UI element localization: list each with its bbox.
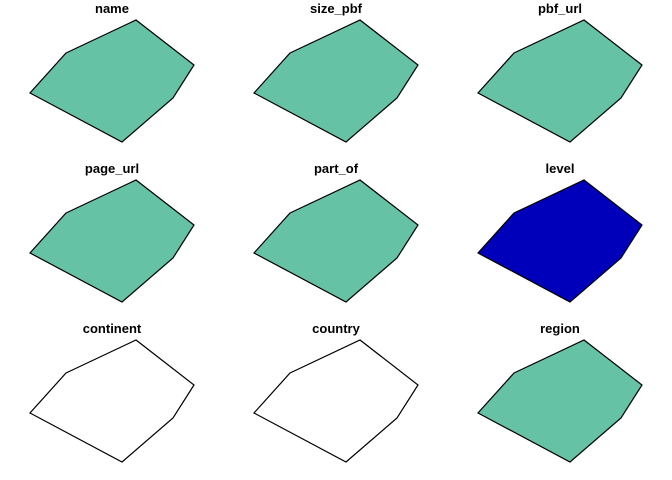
panel-title: level	[545, 161, 575, 176]
region-polygon	[477, 19, 643, 143]
map-panel-page-url: page_url	[0, 160, 224, 320]
map-panel-continent: continent	[0, 320, 224, 480]
region-polygon	[253, 339, 419, 463]
region-polygon	[477, 339, 643, 463]
region-polygon	[253, 179, 419, 303]
panel-title: pbf_url	[537, 1, 583, 16]
map-shape-svg	[29, 179, 195, 303]
map-shape-svg	[253, 339, 419, 463]
panel-title: continent	[82, 321, 142, 336]
region-polygon	[29, 19, 195, 143]
panel-title: region	[540, 321, 580, 336]
panel-title: name	[95, 1, 129, 16]
region-polygon	[477, 179, 643, 303]
panel-title: size_pbf	[309, 1, 362, 16]
map-panel-region: region	[448, 320, 672, 480]
map-panel-pbf-url: pbf_url	[448, 0, 672, 160]
region-polygon	[253, 19, 419, 143]
panel-title: page_url	[84, 161, 140, 176]
map-panel-size-pbf: size_pbf	[224, 0, 448, 160]
map-panel-level: level	[448, 160, 672, 320]
map-shape-svg	[253, 179, 419, 303]
panel-title: country	[312, 321, 360, 336]
region-polygon	[29, 339, 195, 463]
map-shape-svg	[477, 339, 643, 463]
map-shape-svg	[29, 19, 195, 143]
map-panel-country: country	[224, 320, 448, 480]
map-panel-name: name	[0, 0, 224, 160]
region-polygon	[29, 179, 195, 303]
map-panel-part-of: part_of	[224, 160, 448, 320]
map-shape-svg	[29, 339, 195, 463]
map-shape-svg	[253, 19, 419, 143]
panel-title: part_of	[313, 161, 359, 176]
map-shape-svg	[477, 179, 643, 303]
map-shape-svg	[477, 19, 643, 143]
